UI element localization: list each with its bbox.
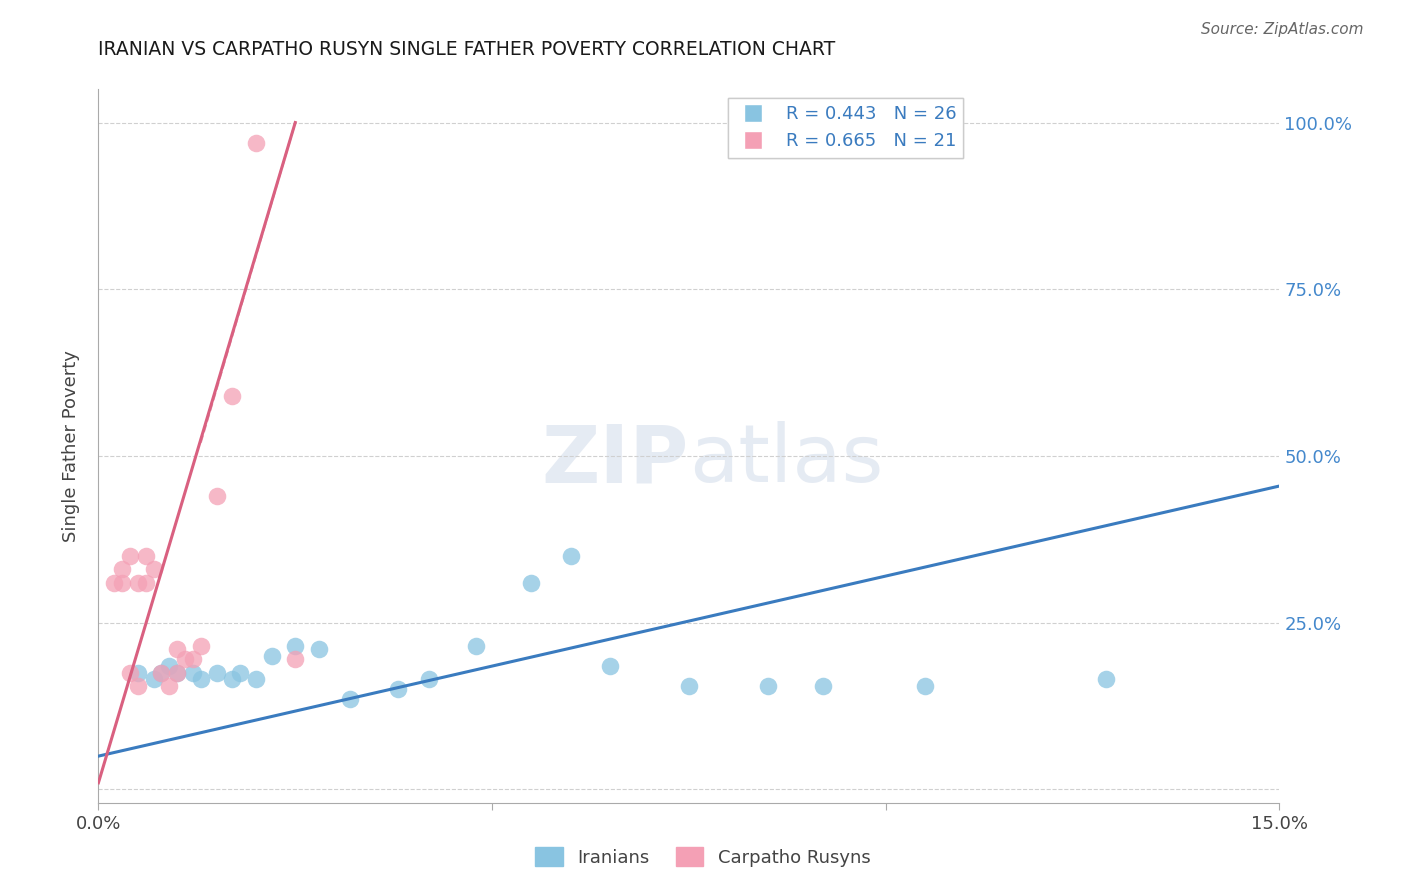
- Point: [127, 665, 149, 680]
- Point: [135, 575, 157, 590]
- Point: [150, 665, 173, 680]
- Point: [111, 575, 134, 590]
- Point: [308, 642, 330, 657]
- Text: ZIP: ZIP: [541, 421, 689, 500]
- Point: [190, 673, 212, 687]
- Point: [118, 665, 141, 680]
- Point: [520, 575, 543, 590]
- Point: [465, 639, 488, 653]
- Point: [181, 665, 204, 680]
- Point: [387, 682, 409, 697]
- Point: [166, 665, 188, 680]
- Legend: Iranians, Carpatho Rusyns: Iranians, Carpatho Rusyns: [529, 840, 877, 874]
- Y-axis label: Single Father Poverty: Single Father Poverty: [62, 350, 80, 542]
- Point: [205, 489, 228, 503]
- Point: [166, 642, 188, 657]
- Point: [174, 652, 197, 666]
- Point: [166, 665, 188, 680]
- Point: [560, 549, 582, 563]
- Point: [284, 639, 307, 653]
- Point: [418, 673, 440, 687]
- Text: atlas: atlas: [689, 421, 883, 500]
- Point: [118, 549, 141, 563]
- Point: [127, 575, 149, 590]
- Point: [229, 665, 252, 680]
- Point: [1095, 673, 1118, 687]
- Point: [142, 673, 165, 687]
- Point: [103, 575, 125, 590]
- Point: [811, 679, 834, 693]
- Text: Source: ZipAtlas.com: Source: ZipAtlas.com: [1201, 22, 1364, 37]
- Point: [157, 659, 180, 673]
- Point: [245, 136, 267, 150]
- Point: [205, 665, 228, 680]
- Point: [135, 549, 157, 563]
- Point: [260, 649, 283, 664]
- Point: [190, 639, 212, 653]
- Point: [181, 652, 204, 666]
- Point: [127, 679, 149, 693]
- Point: [142, 562, 165, 576]
- Point: [221, 673, 243, 687]
- Point: [339, 692, 361, 706]
- Point: [599, 659, 621, 673]
- Legend: R = 0.443   N = 26, R = 0.665   N = 21: R = 0.443 N = 26, R = 0.665 N = 21: [728, 98, 963, 158]
- Point: [284, 652, 307, 666]
- Point: [678, 679, 700, 693]
- Point: [221, 389, 243, 403]
- Point: [150, 665, 173, 680]
- Point: [111, 562, 134, 576]
- Point: [245, 673, 267, 687]
- Point: [756, 679, 779, 693]
- Point: [157, 679, 180, 693]
- Text: IRANIAN VS CARPATHO RUSYN SINGLE FATHER POVERTY CORRELATION CHART: IRANIAN VS CARPATHO RUSYN SINGLE FATHER …: [98, 40, 835, 59]
- Point: [914, 679, 936, 693]
